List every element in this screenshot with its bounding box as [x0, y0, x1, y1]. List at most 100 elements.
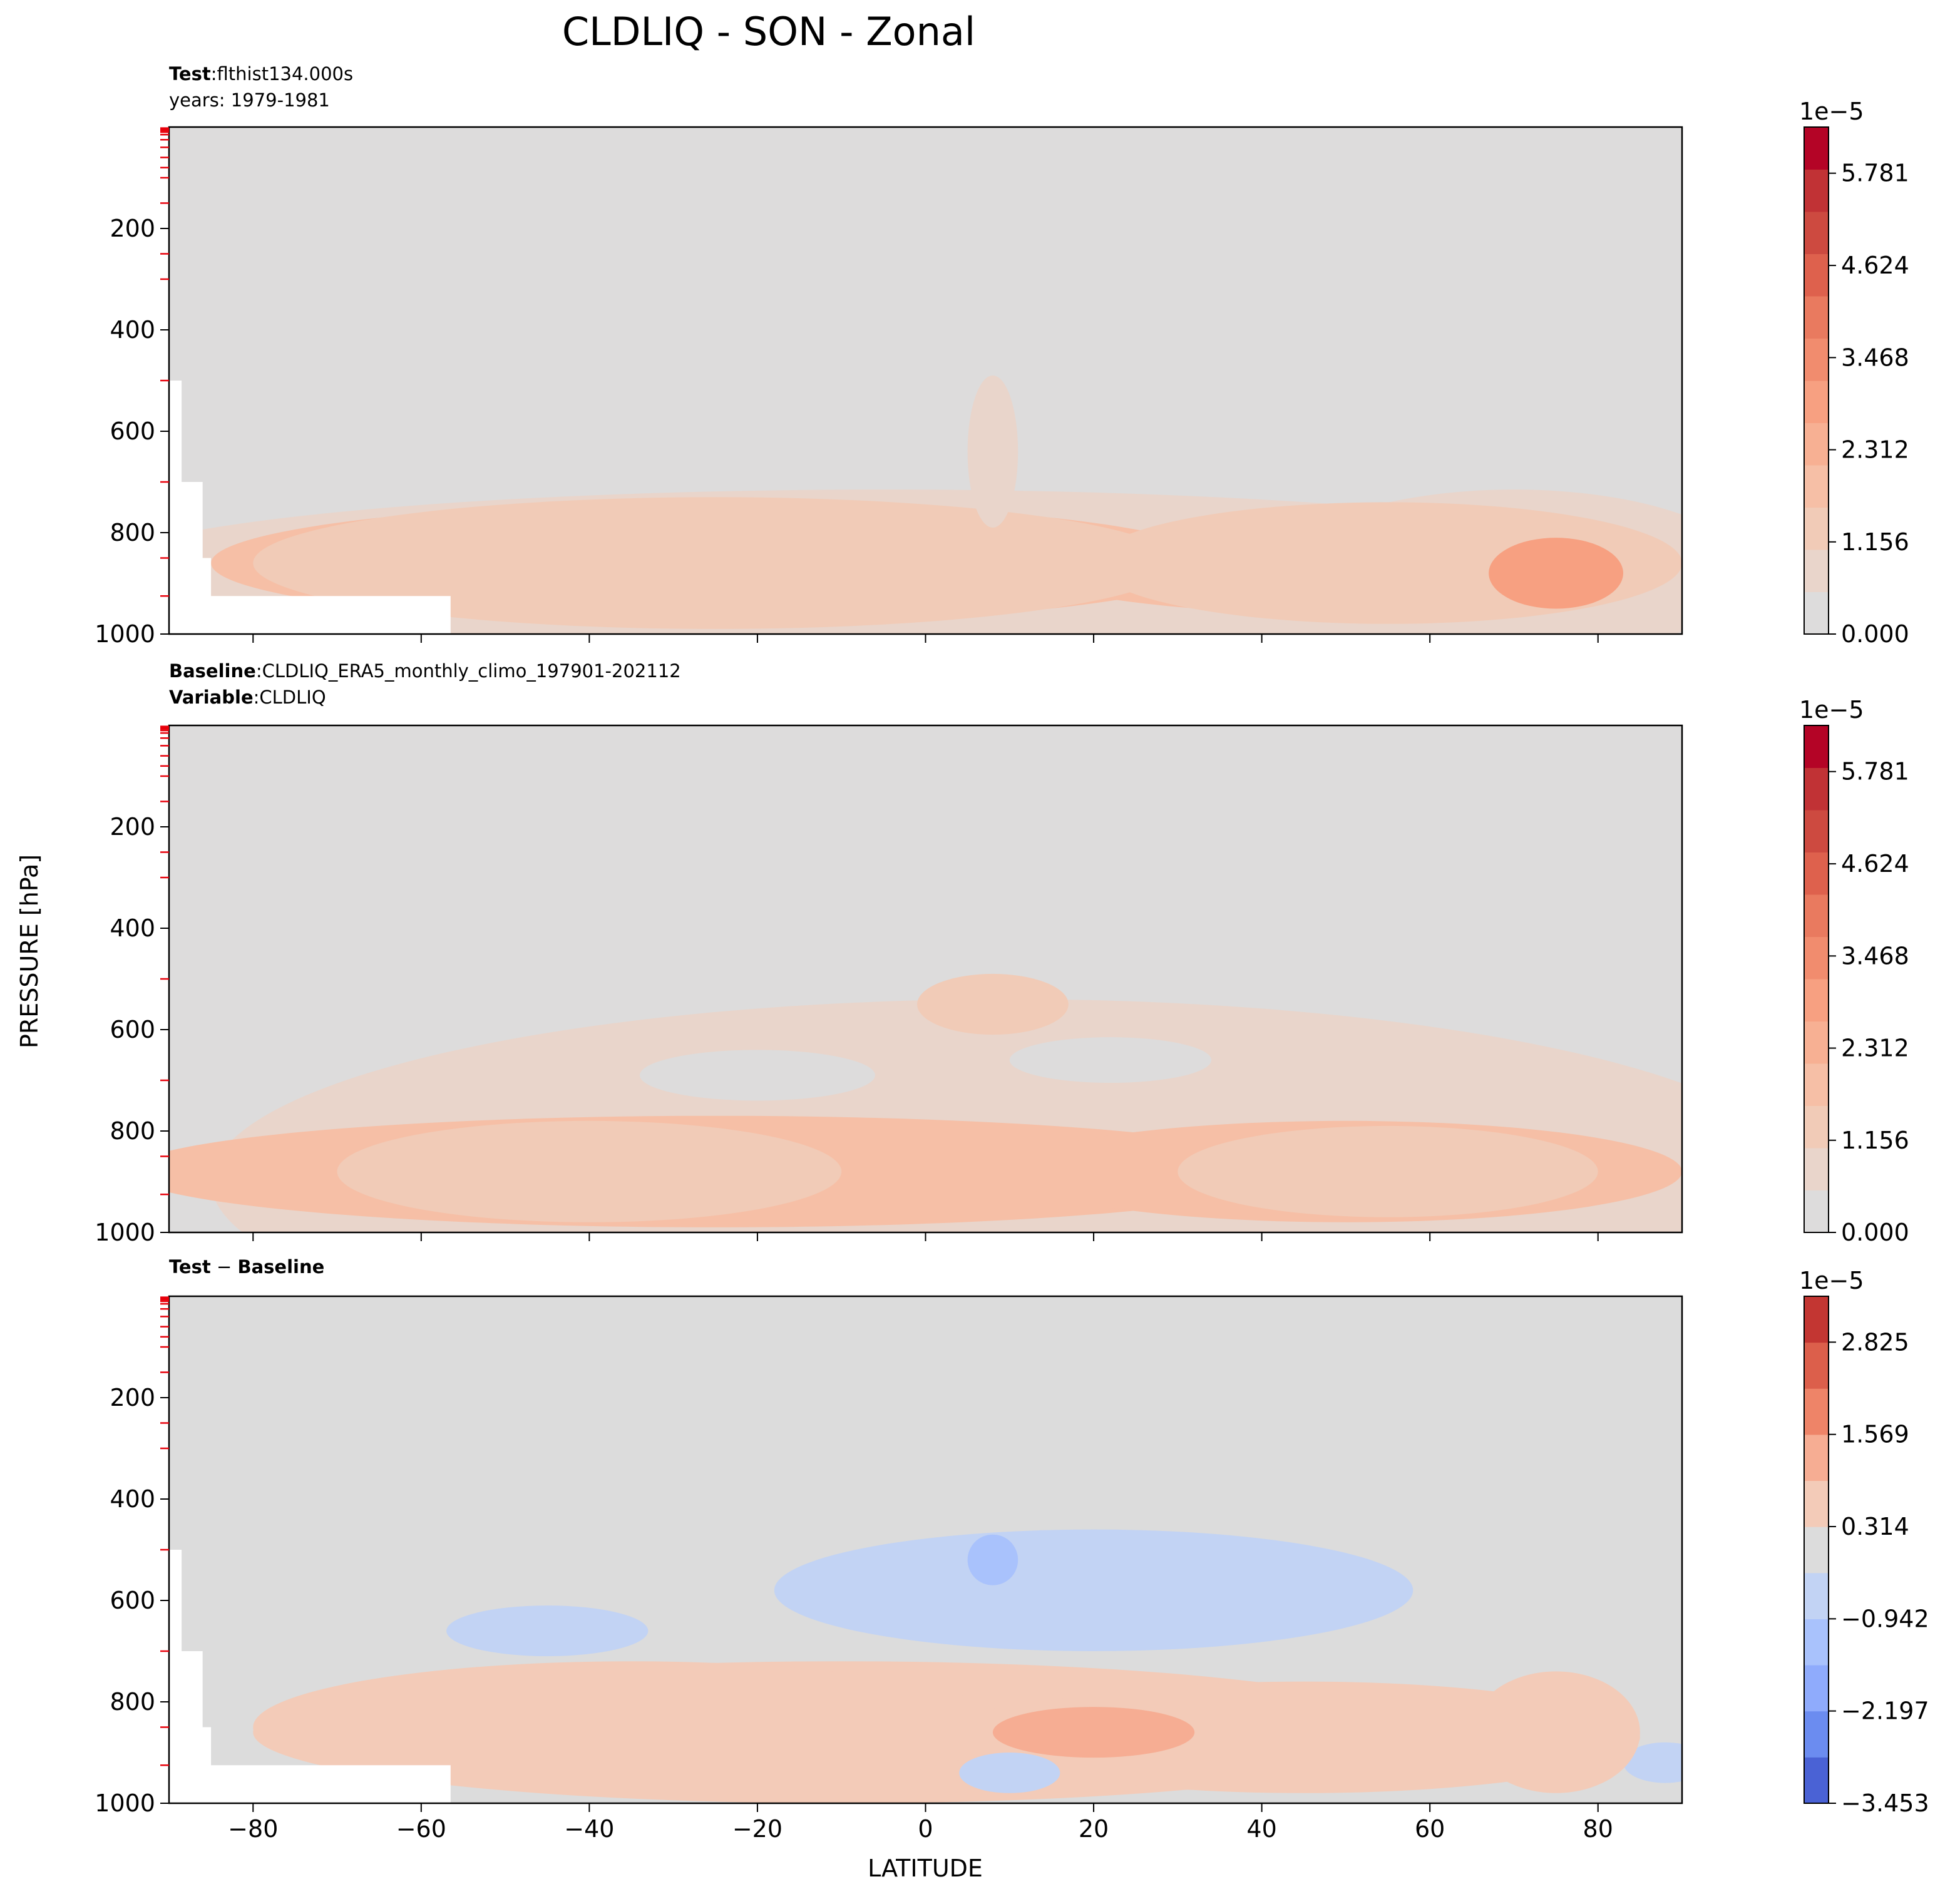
difference-contour-9	[967, 1534, 1018, 1585]
y-tick-label: 200	[110, 215, 155, 242]
colorbar-segment	[1804, 1105, 1829, 1149]
panels: 2004006008001000Test:flthist134.000syear…	[95, 63, 1929, 1843]
colorbar-segment	[1804, 1063, 1829, 1106]
colorbar-segment	[1804, 1342, 1829, 1389]
colorbar-segment	[1804, 1711, 1829, 1758]
colorbar-segment	[1804, 852, 1829, 895]
colorbar-segment	[1804, 465, 1829, 508]
colorbar-tick-label: 0.000	[1841, 620, 1909, 648]
test-colorbar: 0.000 1.156 2.312 3.468 4.624 5.781 1e−5	[1799, 98, 1909, 648]
colorbar-tick-label: 1.156	[1841, 528, 1909, 556]
difference-field	[169, 1529, 1682, 1803]
colorbar-segment	[1804, 338, 1829, 381]
colorbar-segment	[1804, 550, 1829, 592]
colorbar-segment	[1804, 1388, 1829, 1435]
baseline-contour-6	[1178, 1125, 1598, 1217]
colorbar-segment	[1804, 1665, 1829, 1712]
difference-terrain-mask	[169, 1550, 451, 1803]
difference-contour-8	[446, 1605, 649, 1657]
y-tick-label: 1000	[95, 1789, 155, 1817]
header-value: CLDLIQ	[259, 687, 326, 708]
baseline-contour-4	[917, 973, 1069, 1035]
x-tick-label: −60	[396, 1815, 446, 1843]
header-value: flthist134.000s	[217, 63, 354, 84]
colorbar-tick-label: −3.453	[1841, 1789, 1929, 1817]
baseline-header-line-1: Baseline:CLDLIQ_ERA5_monthly_climo_19790…	[169, 660, 681, 682]
colorbar-segment	[1804, 1148, 1829, 1190]
contour-gap	[639, 1050, 875, 1101]
x-tick-label: −20	[732, 1815, 782, 1843]
y-tick-label: 600	[110, 1587, 155, 1614]
colorbar-segment	[1804, 296, 1829, 339]
colorbar-segment	[1804, 591, 1829, 635]
x-tick-label: −80	[228, 1815, 278, 1843]
colorbar-segment	[1804, 810, 1829, 852]
colorbar-multiplier: 1e−5	[1799, 1267, 1864, 1294]
header-key: Test	[169, 1256, 211, 1277]
x-tick-label: 60	[1415, 1815, 1445, 1843]
baseline-contour-2	[337, 1120, 842, 1222]
colorbar-tick-label: 4.624	[1841, 850, 1909, 878]
test-contour-6	[967, 375, 1018, 528]
colorbar-segment	[1804, 507, 1829, 550]
difference-header-line-1: Test − Baseline	[169, 1256, 324, 1277]
colorbar-tick-label: 2.825	[1841, 1328, 1909, 1356]
colorbar-multiplier: 1e−5	[1799, 98, 1864, 125]
colorbar-tick-label: −2.197	[1841, 1697, 1929, 1725]
test-contour-3	[253, 497, 1178, 629]
y-tick-label: 800	[110, 1688, 155, 1716]
panel-test: 200 400 600 800 1000 Test:flthist134.000s year…	[95, 63, 1909, 648]
header-value: Baseline	[237, 1256, 324, 1277]
colorbar-frame	[1804, 126, 1829, 635]
colorbar-segment	[1804, 422, 1829, 466]
difference-contour-4	[992, 1707, 1195, 1758]
colorbar-segment	[1804, 725, 1829, 768]
header-key: Test	[169, 63, 211, 84]
colorbar-tick-label: 5.781	[1841, 160, 1909, 187]
colorbar-segment	[1804, 1619, 1829, 1666]
test-terrain-mask	[169, 381, 451, 634]
y-tick-label: 1000	[95, 1219, 155, 1246]
colorbar-tick-label: 0.000	[1841, 1219, 1909, 1246]
y-tick-label: 800	[110, 1117, 155, 1145]
colorbar-tick-label: 1.569	[1841, 1421, 1909, 1448]
colorbar-multiplier: 1e−5	[1799, 696, 1864, 724]
difference-contour-10	[976, 1760, 1044, 1786]
colorbar-segment	[1804, 381, 1829, 423]
colorbar-segment	[1804, 767, 1829, 811]
x-tick-label: 0	[918, 1815, 933, 1843]
colorbar-tick-label: 2.312	[1841, 436, 1909, 464]
panel-baseline: 200 400 600 800 1000 Baseline:CLDLIQ_ERA5_mon…	[95, 660, 1909, 1246]
colorbar-segment	[1804, 1021, 1829, 1064]
difference-colorbar: −3.453 −2.197 −0.942 0.314 1.569 2.825 1e−5	[1799, 1267, 1929, 1817]
colorbar-segment	[1804, 1527, 1829, 1574]
header-value: CLDLIQ_ERA5_monthly_climo_197901-202112	[262, 660, 681, 682]
colorbar-frame	[1804, 725, 1829, 1233]
colorbar-segment	[1804, 212, 1829, 254]
y-tick-label: 1000	[95, 620, 155, 648]
contour-band	[1623, 1742, 1682, 1783]
difference-contour-6	[1472, 1671, 1640, 1793]
figure-title: CLDLIQ - SON - Zonal	[562, 9, 975, 54]
difference-contour-3	[253, 1661, 1010, 1793]
baseline-colorbar: 0.000 1.156 2.312 3.468 4.624 5.781 1e−5	[1799, 696, 1909, 1246]
y-tick-label: 400	[110, 914, 155, 942]
colorbar-tick-label: 4.624	[1841, 252, 1909, 279]
baseline-field	[169, 973, 1682, 1232]
colorbar-segment	[1804, 979, 1829, 1021]
test-header-line-2: years: 1979-1981	[169, 90, 330, 111]
colorbar-segment	[1804, 1480, 1829, 1527]
y-tick-label: 600	[110, 417, 155, 445]
colorbar-segment	[1804, 1190, 1829, 1233]
colorbar-tick-label: 0.314	[1841, 1513, 1909, 1540]
colorbar-segment	[1804, 253, 1829, 297]
test-field	[169, 375, 1682, 634]
colorbar-segment	[1804, 169, 1829, 212]
y-tick-label: 800	[110, 519, 155, 546]
difference-contour-7	[774, 1529, 1414, 1651]
colorbar-tick-label: 3.468	[1841, 344, 1909, 371]
x-tick-label: 80	[1583, 1815, 1613, 1843]
baseline-header-line-2: Variable:CLDLIQ	[169, 687, 326, 708]
y-tick-label: 600	[110, 1016, 155, 1043]
